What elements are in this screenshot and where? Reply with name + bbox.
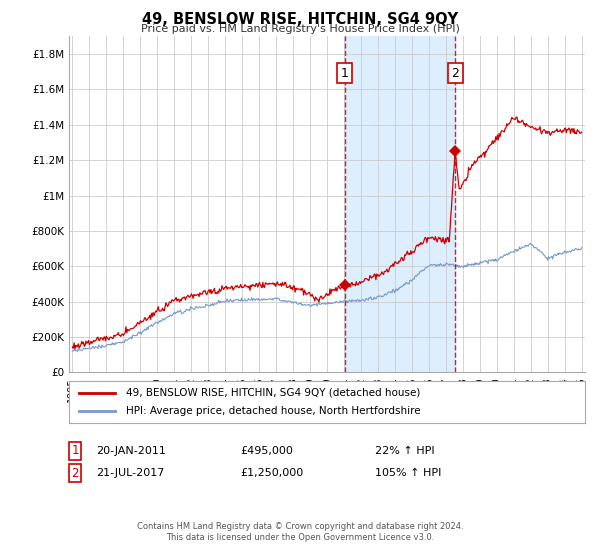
Text: 20-JAN-2011: 20-JAN-2011	[96, 446, 166, 456]
Text: Contains HM Land Registry data © Crown copyright and database right 2024.: Contains HM Land Registry data © Crown c…	[137, 522, 463, 531]
Text: £495,000: £495,000	[240, 446, 293, 456]
Text: 49, BENSLOW RISE, HITCHIN, SG4 9QY (detached house): 49, BENSLOW RISE, HITCHIN, SG4 9QY (deta…	[126, 388, 420, 398]
Text: 49, BENSLOW RISE, HITCHIN, SG4 9QY: 49, BENSLOW RISE, HITCHIN, SG4 9QY	[142, 12, 458, 27]
Text: 2: 2	[451, 67, 459, 80]
Text: 1: 1	[341, 67, 349, 80]
Text: Price paid vs. HM Land Registry's House Price Index (HPI): Price paid vs. HM Land Registry's House …	[140, 24, 460, 34]
Bar	[345, 36, 455, 372]
Text: HPI: Average price, detached house, North Hertfordshire: HPI: Average price, detached house, Nort…	[126, 406, 421, 416]
Text: 22% ↑ HPI: 22% ↑ HPI	[375, 446, 434, 456]
Text: 105% ↑ HPI: 105% ↑ HPI	[375, 468, 442, 478]
Text: This data is licensed under the Open Government Licence v3.0.: This data is licensed under the Open Gov…	[166, 533, 434, 542]
Text: 21-JUL-2017: 21-JUL-2017	[96, 468, 164, 478]
Text: 1: 1	[71, 444, 79, 458]
Text: 2: 2	[71, 466, 79, 480]
Text: £1,250,000: £1,250,000	[240, 468, 303, 478]
